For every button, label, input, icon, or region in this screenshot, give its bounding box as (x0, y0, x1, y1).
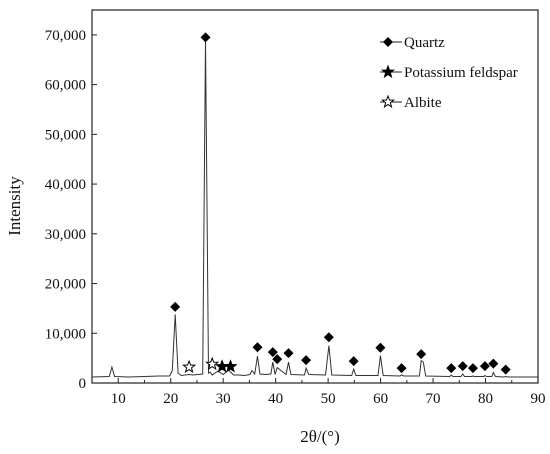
quartz-marker (396, 363, 407, 374)
x-tick-label: 70 (426, 391, 441, 407)
series-line-0 (91, 39, 538, 378)
y-tick-label: 70,000 (45, 28, 86, 44)
peak-markers (170, 32, 511, 375)
y-tick-label: 0 (79, 376, 87, 392)
legend-label: Albite (404, 95, 442, 111)
plot-frame (91, 9, 539, 384)
quartz-marker (283, 348, 294, 359)
quartz-marker (348, 356, 359, 367)
quartz-marker (375, 342, 386, 353)
albite-marker (205, 356, 220, 371)
legend-potassium-feldspar-icon (380, 64, 396, 79)
quartz-marker (252, 342, 263, 353)
x-tick-label: 80 (478, 391, 493, 407)
quartz-marker (467, 363, 478, 374)
quartz-marker (170, 301, 181, 312)
y-tick-label: 60,000 (45, 78, 86, 94)
x-tick-label: 40 (268, 391, 283, 407)
y-tick-label: 50,000 (45, 127, 86, 143)
quartz-marker (488, 358, 499, 369)
y-tick-label: 10,000 (45, 326, 86, 342)
quartz-marker (479, 361, 490, 372)
legend-albite-icon (380, 94, 396, 109)
quartz-marker (500, 364, 511, 375)
quartz-marker (457, 361, 468, 372)
quartz-marker (323, 332, 334, 343)
y-tick-label: 30,000 (45, 227, 86, 243)
x-tick-label: 60 (373, 391, 388, 407)
x-tick-label: 90 (531, 391, 546, 407)
axis-ticks: 0 10,000 20,000 30,000 40,000 50,000 60,000 70,… (45, 28, 546, 407)
legend-quartz-icon (383, 37, 393, 47)
quartz-marker (267, 347, 278, 358)
potassium-feldspar-marker (223, 359, 238, 373)
y-tick-label: 20,000 (45, 277, 86, 293)
plot-area (91, 9, 539, 384)
legend-label: Potassium feldspar (404, 65, 518, 81)
x-axis-title: 2θ/(°) (300, 427, 340, 446)
legend-label: Quartz (404, 35, 445, 51)
x-tick-label: 20 (163, 391, 178, 407)
y-axis-title: Intensity (5, 176, 24, 236)
quartz-marker (416, 349, 427, 360)
quartz-marker (446, 363, 457, 374)
quartz-marker (301, 355, 312, 366)
x-tick-label: 30 (216, 391, 231, 407)
quartz-marker (272, 354, 283, 365)
legend: Quartz Potassium feldspar Albite (380, 35, 518, 111)
quartz-marker (200, 32, 211, 43)
x-tick-label: 10 (111, 391, 126, 407)
x-tick-label: 50 (321, 391, 336, 407)
albite-marker (182, 359, 197, 374)
y-tick-label: 40,000 (45, 177, 86, 193)
